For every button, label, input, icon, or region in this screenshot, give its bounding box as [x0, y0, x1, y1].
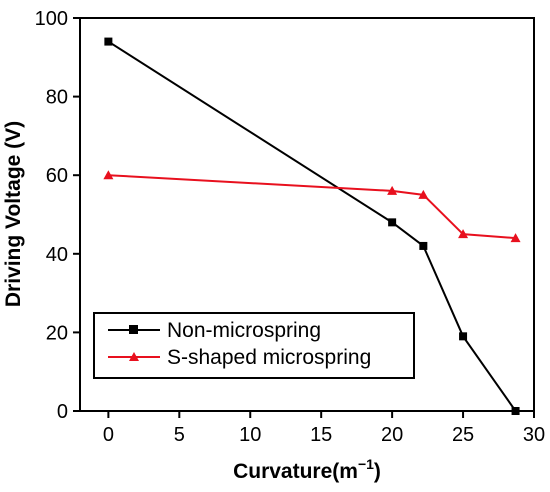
x-tick-label: 30 — [523, 424, 545, 446]
x-axis-label: Curvature(m−1) — [233, 456, 381, 483]
data-point-non-microspring — [388, 218, 397, 227]
x-axis-label-superscript: −1 — [358, 456, 374, 472]
x-tick-label: 10 — [239, 424, 261, 446]
data-point-non-microspring — [459, 332, 468, 341]
data-point-s-shaped-microspring — [387, 185, 398, 195]
legend-label-non-microspring: Non-microspring — [167, 319, 321, 342]
data-point-non-microspring — [104, 37, 113, 46]
legend: Non-microspring S-shaped microspring — [93, 312, 415, 379]
data-point-s-shaped-microspring — [458, 229, 469, 239]
x-tick-label: 5 — [174, 424, 185, 446]
legend-marker-s-shaped-microspring — [129, 352, 139, 361]
data-point-non-microspring — [419, 241, 428, 250]
y-tick-label: 60 — [46, 165, 68, 187]
series-layer — [103, 37, 521, 415]
y-tick-label: 0 — [57, 401, 68, 423]
y-tick-label: 20 — [46, 322, 68, 344]
x-tick-label: 20 — [381, 424, 403, 446]
ticks-layer: 0 5 10 15 20 25 30 0 20 40 60 80 100 — [35, 8, 546, 446]
plot-frame — [79, 17, 535, 412]
x-tick-label: 0 — [103, 424, 114, 446]
x-tick-label: 25 — [452, 424, 474, 446]
data-point-s-shaped-microspring — [510, 233, 521, 243]
y-tick-label: 80 — [46, 87, 68, 109]
x-tick-label: 15 — [310, 424, 332, 446]
x-axis-label-close: ) — [374, 460, 381, 483]
legend-marker-non-microspring — [129, 325, 138, 334]
data-point-s-shaped-microspring — [103, 170, 114, 180]
y-tick-label: 100 — [35, 8, 68, 30]
x-axis-label-main: Curvature(m — [233, 460, 358, 483]
y-tick-label: 40 — [46, 244, 68, 266]
data-point-s-shaped-microspring — [418, 189, 429, 199]
legend-label-s-shaped-microspring: S-shaped microspring — [167, 346, 371, 369]
legend-box — [93, 312, 415, 379]
series-line-s-shaped-microspring — [108, 174, 516, 240]
y-axis-label: Driving Voltage (V) — [2, 121, 25, 307]
